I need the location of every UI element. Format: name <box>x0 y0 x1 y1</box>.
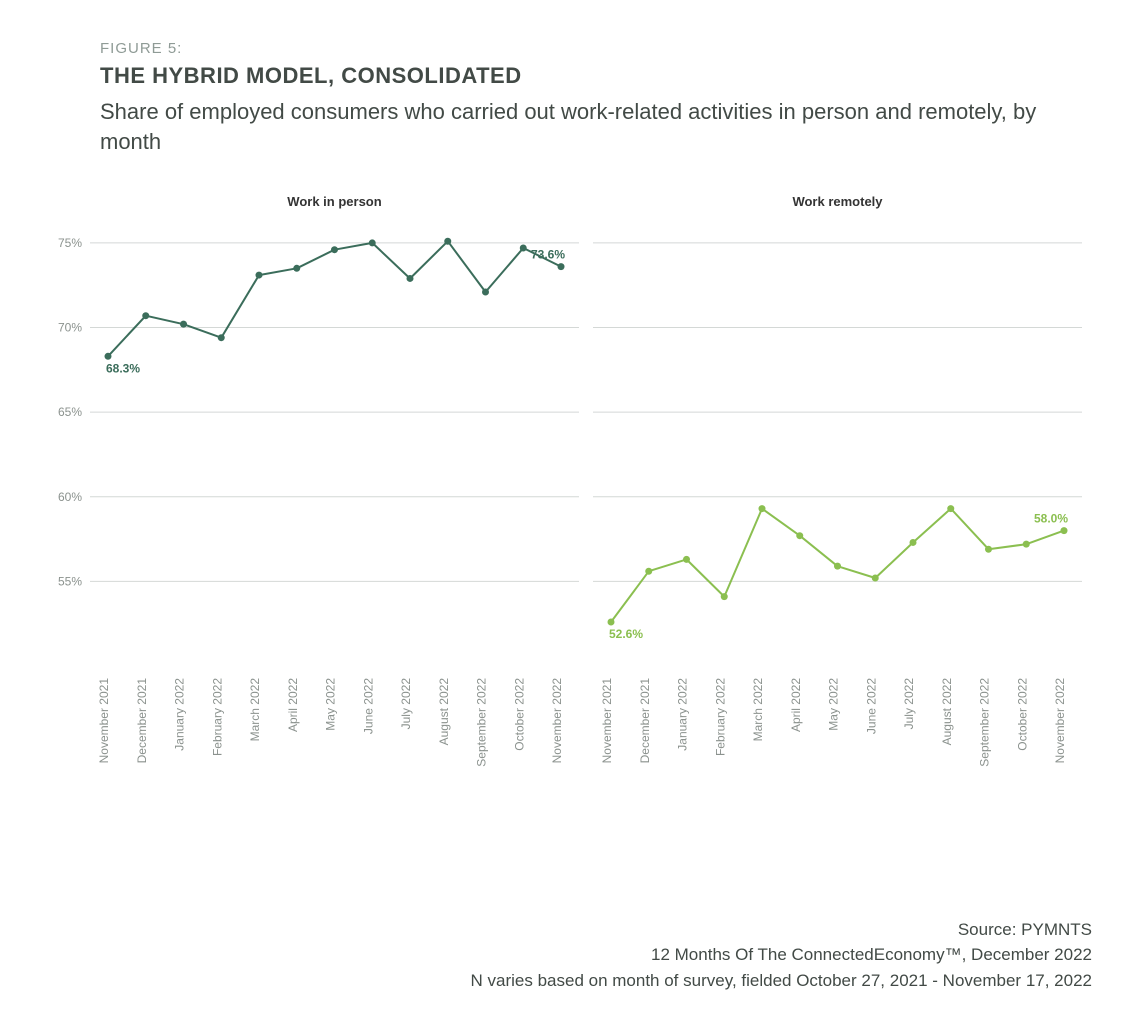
series-marker <box>796 533 803 540</box>
footer-n: N varies based on month of survey, field… <box>471 968 1092 994</box>
x-tick-label: August 2022 <box>437 678 451 746</box>
x-tick-label: January 2022 <box>173 678 187 751</box>
x-tick-label: April 2022 <box>286 678 300 732</box>
x-tick-label: November 2022 <box>550 678 564 764</box>
series-marker <box>721 593 728 600</box>
x-tick-label: November 2021 <box>600 678 614 764</box>
figure-title: THE HYBRID MODEL, CONSOLIDATED <box>100 63 1052 89</box>
x-tick-label: December 2021 <box>135 678 149 764</box>
x-tick-label: September 2022 <box>978 678 992 767</box>
panel-title: Work remotely <box>792 194 883 209</box>
start-value-label: 68.3% <box>106 362 140 376</box>
series-marker <box>407 275 414 282</box>
end-value-label: 73.6% <box>531 248 565 262</box>
x-tick-label: December 2021 <box>638 678 652 764</box>
series-marker <box>180 321 187 328</box>
y-tick-label: 70% <box>58 321 82 335</box>
series-marker <box>910 539 917 546</box>
x-tick-label: March 2022 <box>751 678 765 742</box>
series-marker <box>142 313 149 320</box>
figure-label: FIGURE 5: <box>100 40 1052 57</box>
end-value-label: 58.0% <box>1034 512 1068 526</box>
series-marker <box>256 272 263 279</box>
figure-footer: Source: PYMNTS 12 Months Of The Connecte… <box>471 917 1092 994</box>
series-marker <box>683 556 690 563</box>
series-marker <box>645 568 652 575</box>
series-marker <box>1023 541 1030 548</box>
x-tick-label: April 2022 <box>789 678 803 732</box>
y-tick-label: 65% <box>58 406 82 420</box>
x-tick-label: October 2022 <box>1015 678 1029 751</box>
x-tick-label: July 2022 <box>902 678 916 730</box>
series-marker <box>482 289 489 296</box>
y-tick-label: 75% <box>58 236 82 250</box>
chart-svg: 55% 60% 65% 70% 75% Work in person 68.3% 73.6% N… <box>40 186 1092 826</box>
series-marker <box>218 335 225 342</box>
x-tick-label: October 2022 <box>512 678 526 751</box>
series-marker <box>520 245 527 252</box>
x-tick-label: February 2022 <box>713 678 727 756</box>
figure-subtitle: Share of employed consumers who carried … <box>100 97 1052 156</box>
series-line <box>108 242 561 357</box>
x-tick-label: May 2022 <box>827 678 841 731</box>
x-tick-label: July 2022 <box>399 678 413 730</box>
footer-report: 12 Months Of The ConnectedEconomy™, Dece… <box>471 942 1092 968</box>
series-marker <box>834 563 841 570</box>
footer-source: Source: PYMNTS <box>471 917 1092 943</box>
y-tick-label: 60% <box>58 490 82 504</box>
series-marker <box>985 546 992 553</box>
x-tick-label: May 2022 <box>324 678 338 731</box>
x-tick-label: February 2022 <box>210 678 224 756</box>
x-tick-label: March 2022 <box>248 678 262 742</box>
series-marker <box>293 265 300 272</box>
series-marker <box>331 247 338 254</box>
chart-area: 55% 60% 65% 70% 75% Work in person 68.3% 73.6% N… <box>40 186 1092 826</box>
series-marker <box>947 505 954 512</box>
x-tick-label: June 2022 <box>864 678 878 734</box>
x-tick-label: August 2022 <box>940 678 954 746</box>
x-tick-label: June 2022 <box>361 678 375 734</box>
figure-container: FIGURE 5: THE HYBRID MODEL, CONSOLIDATED… <box>0 0 1132 1033</box>
start-value-label: 52.6% <box>609 627 643 641</box>
series-marker <box>872 575 879 582</box>
series-marker <box>608 619 615 626</box>
series-marker <box>105 353 112 360</box>
figure-header: FIGURE 5: THE HYBRID MODEL, CONSOLIDATED… <box>40 40 1092 156</box>
series-marker <box>444 238 451 245</box>
series-marker <box>1061 527 1068 534</box>
series-marker <box>369 240 376 247</box>
x-tick-label: January 2022 <box>676 678 690 751</box>
series-marker <box>759 505 766 512</box>
series-marker <box>558 263 565 270</box>
x-tick-label: November 2021 <box>97 678 111 764</box>
x-tick-label: November 2022 <box>1053 678 1067 764</box>
y-tick-label: 55% <box>58 575 82 589</box>
panel-title: Work in person <box>287 194 381 209</box>
x-tick-label: September 2022 <box>475 678 489 767</box>
